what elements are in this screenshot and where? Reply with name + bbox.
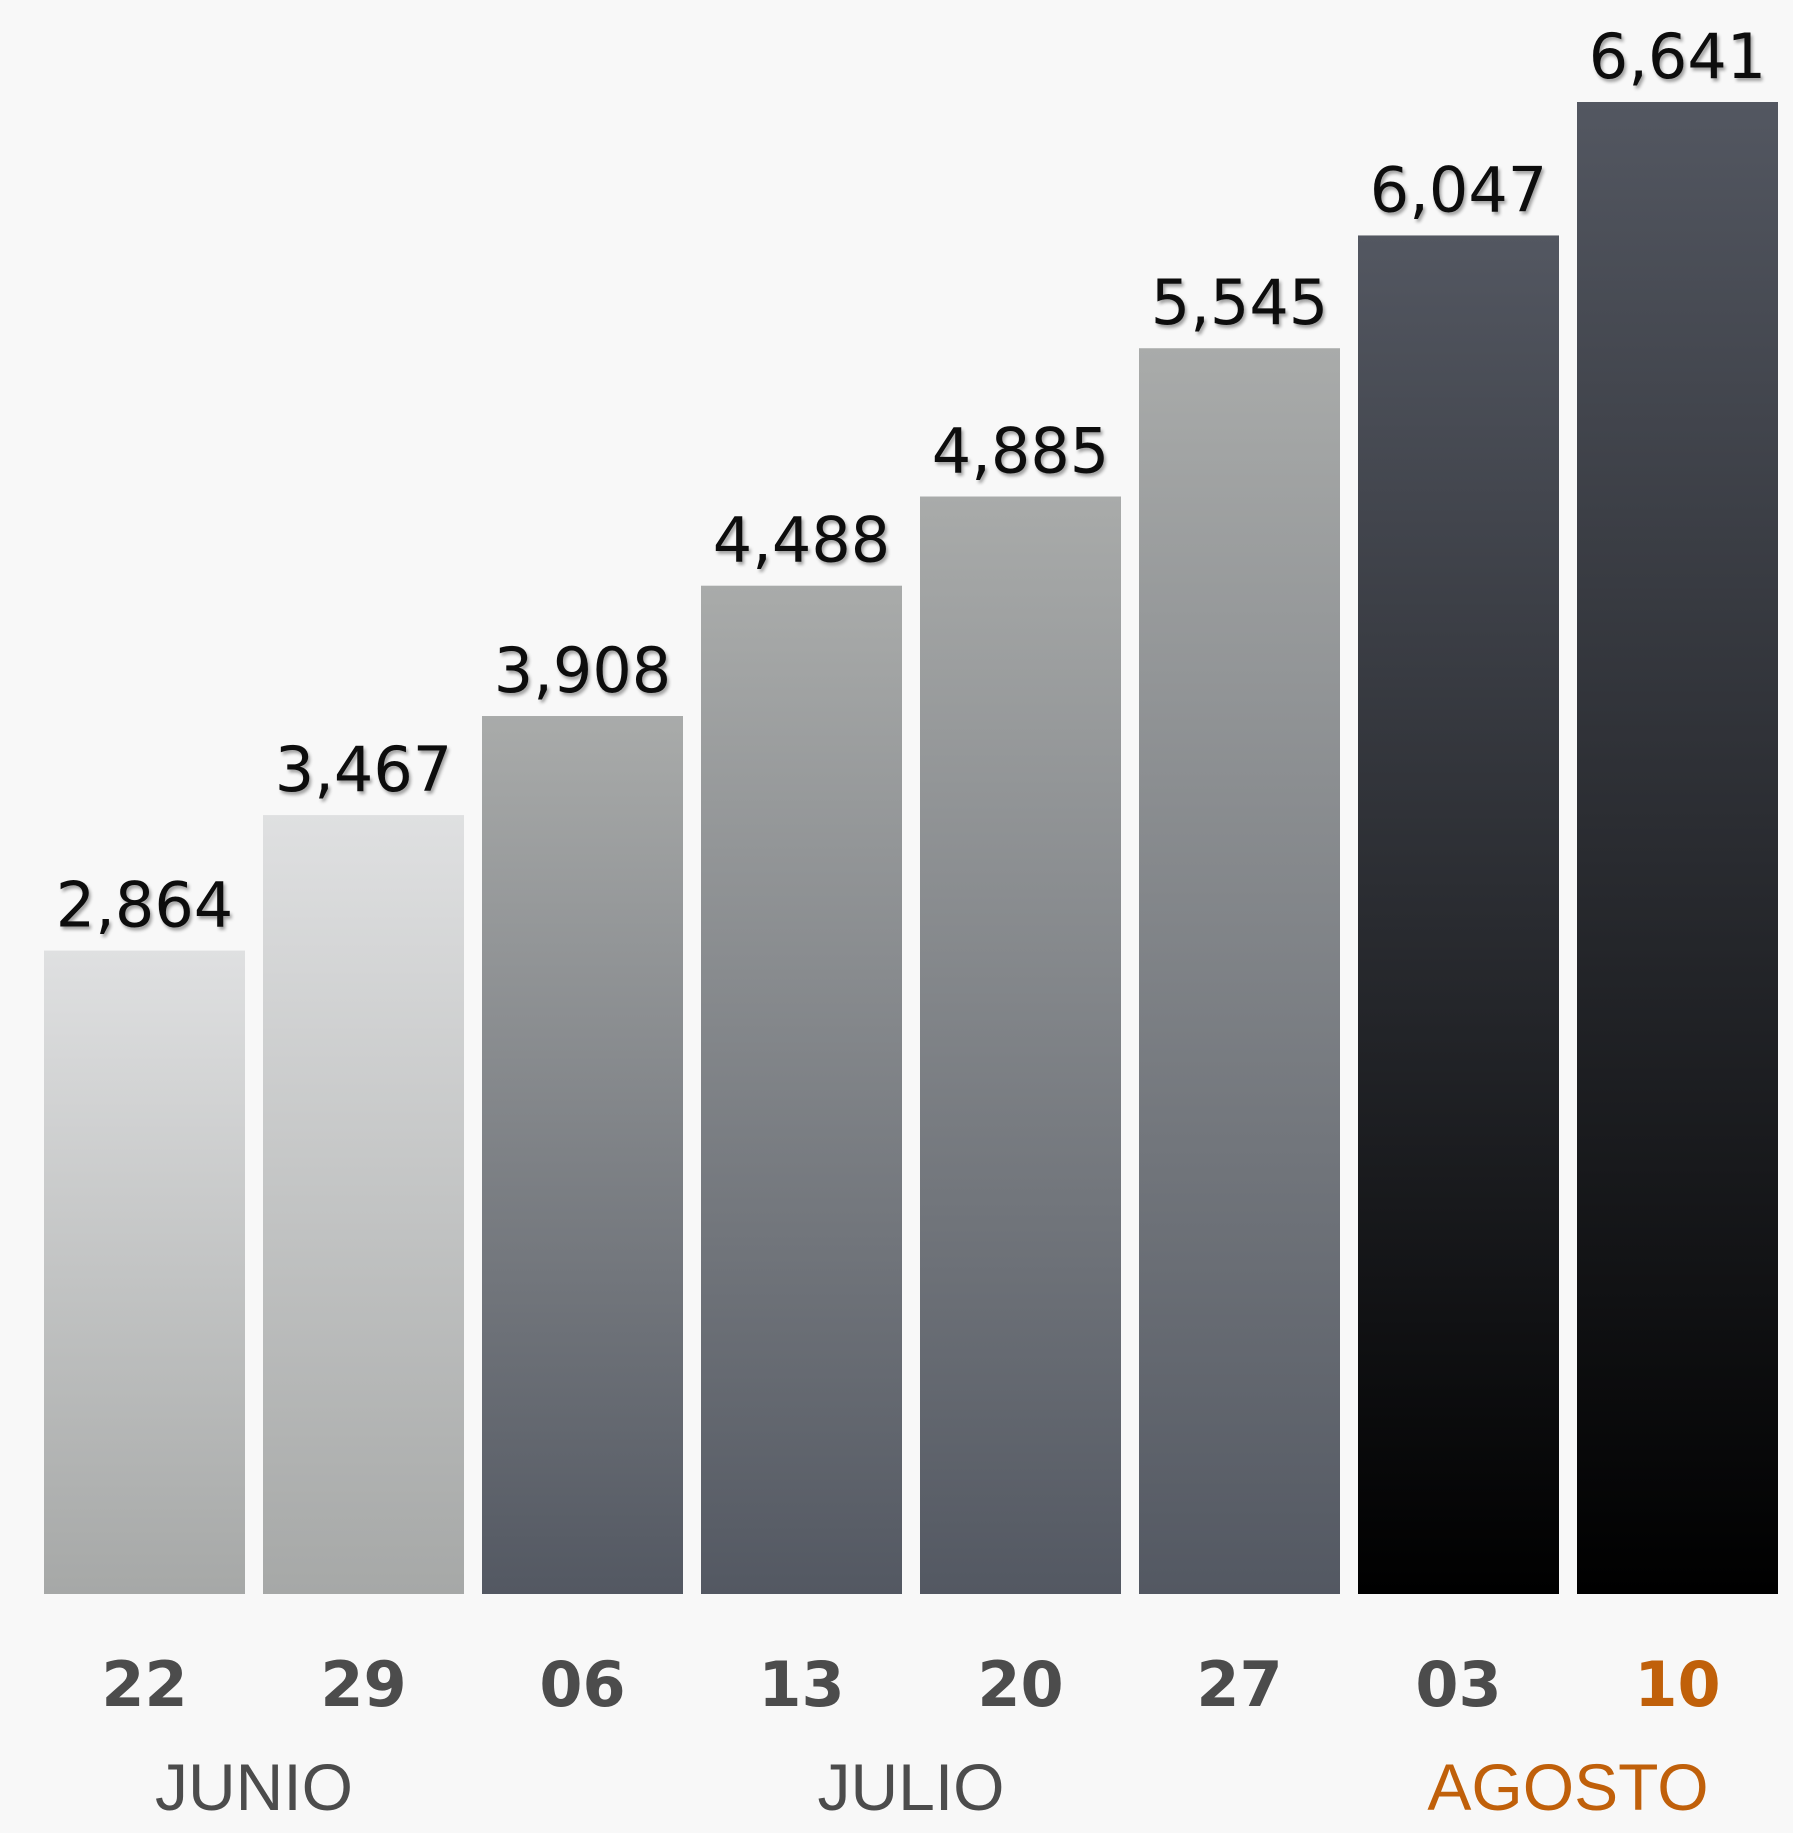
value-label: 3,467 [275,733,453,806]
value-label: 6,047 [1370,153,1548,226]
bar-20 [920,496,1121,1594]
x-tick-label: 27 [1196,1648,1282,1721]
x-tick-label: 20 [977,1648,1063,1721]
x-tick-label: 22 [101,1648,187,1721]
x-tick-label: 03 [1415,1648,1501,1721]
x-tick-label: 29 [320,1648,406,1721]
month-label: JUNIO [155,1750,353,1824]
month-label: AGOSTO [1427,1750,1708,1824]
bar-27 [1139,348,1340,1594]
value-label: 5,545 [1151,266,1329,339]
x-tick-label: 06 [539,1648,625,1721]
x-tick-label: 13 [758,1648,844,1721]
month-label: JULIO [817,1750,1004,1824]
value-label: 2,864 [56,869,234,942]
bar-03 [1358,235,1559,1595]
x-tick-label: 10 [1634,1648,1720,1721]
bar-29 [263,815,464,1594]
value-label: 4,885 [932,415,1110,488]
value-label: 3,908 [494,634,672,707]
bar-22 [44,950,245,1594]
value-label: 6,641 [1589,20,1767,93]
bar-10 [1577,102,1778,1594]
bar-13 [701,585,902,1594]
bar-06 [482,716,683,1594]
value-label: 4,488 [713,504,891,577]
